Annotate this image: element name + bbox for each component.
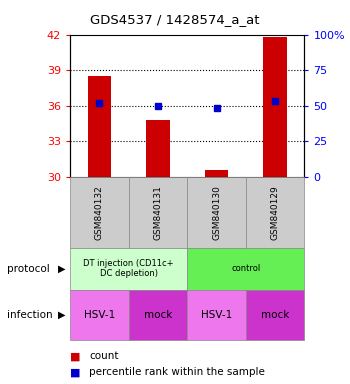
Text: ■: ■ (70, 351, 80, 361)
Bar (205, 170, 228, 177)
Text: GSM840131: GSM840131 (153, 185, 162, 240)
Text: GSM840129: GSM840129 (271, 185, 280, 240)
Text: control: control (231, 264, 260, 273)
Bar (88, 76, 111, 177)
Text: GSM840132: GSM840132 (95, 185, 104, 240)
Text: mock: mock (261, 310, 289, 320)
Text: ■: ■ (70, 367, 80, 377)
Text: ▶: ▶ (57, 310, 65, 320)
Text: mock: mock (144, 310, 172, 320)
Text: HSV-1: HSV-1 (201, 310, 232, 320)
Text: DT injection (CD11c+
DC depletion): DT injection (CD11c+ DC depletion) (83, 259, 174, 278)
Text: ▶: ▶ (57, 264, 65, 274)
Text: count: count (89, 351, 119, 361)
Text: HSV-1: HSV-1 (84, 310, 115, 320)
Text: GDS4537 / 1428574_a_at: GDS4537 / 1428574_a_at (90, 13, 260, 26)
Text: protocol: protocol (7, 264, 50, 274)
Bar (146, 120, 170, 177)
Text: GSM840130: GSM840130 (212, 185, 221, 240)
Bar (264, 37, 287, 177)
Text: percentile rank within the sample: percentile rank within the sample (89, 367, 265, 377)
Text: infection: infection (7, 310, 52, 320)
